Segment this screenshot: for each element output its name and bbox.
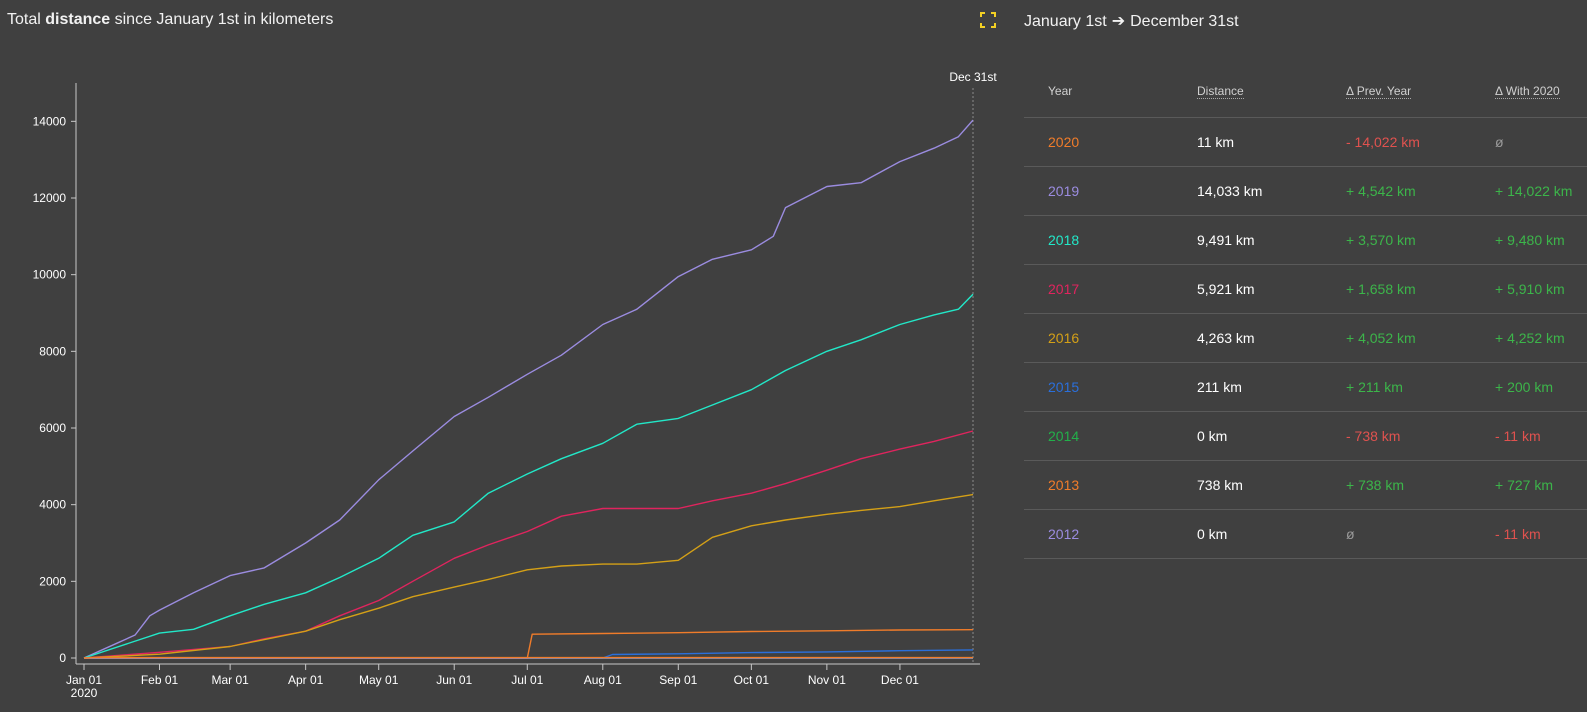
year-cell: 2019 <box>1024 166 1173 216</box>
year-cell: 2013 <box>1024 460 1173 510</box>
x-tick-label: Sep 01 <box>659 673 697 687</box>
y-tick-label: 2000 <box>39 574 66 588</box>
distance-cell: 211 km <box>1173 362 1322 412</box>
delta-with-cell: + 727 km <box>1471 460 1587 510</box>
chart-title-post: since January 1st in kilometers <box>110 11 334 28</box>
distance-line-chart: 0 2000 4000 6000 8000 10000 12000 14000 Jan 01 Fe… <box>33 70 998 700</box>
y-tick-label: 14000 <box>33 114 67 128</box>
distance-cell: 14,033 km <box>1173 166 1322 216</box>
delta-with-cell: + 200 km <box>1471 362 1587 412</box>
y-tick-label: 8000 <box>39 344 66 358</box>
x-tick-label: May 01 <box>359 673 399 687</box>
distance-cell: 0 km <box>1173 509 1322 559</box>
col-header-prev-year[interactable]: Δ Prev. Year <box>1322 65 1471 118</box>
series-line-2018 <box>83 293 974 659</box>
table-row: 2019 14,033 km + 4,542 km + 14,022 km <box>1024 166 1587 216</box>
range-arrow-icon: ➔ <box>1111 13 1126 30</box>
series-line-2019 <box>83 119 974 659</box>
table-row: 2012 0 km ø - 11 km <box>1024 509 1587 559</box>
delta-with-cell: + 9,480 km <box>1471 215 1587 265</box>
series-line-2017 <box>83 430 974 659</box>
delta-with-cell: + 14,022 km <box>1471 166 1587 216</box>
col-header-year[interactable]: Year <box>1024 65 1173 118</box>
y-tick-label: 4000 <box>39 498 66 512</box>
delta-prev-cell: + 3,570 km <box>1322 215 1471 265</box>
x-tick-year-label: 2020 <box>71 686 98 700</box>
chart-title-pre: Total <box>7 11 46 28</box>
year-stats-table: Year Distance Δ Prev. Year Δ With 2020 2… <box>1024 65 1587 559</box>
dec31-marker-label: Dec 31st <box>949 70 997 84</box>
x-tick-label: Apr 01 <box>288 673 324 687</box>
year-cell: 2018 <box>1024 215 1173 265</box>
distance-cell: 4,263 km <box>1173 313 1322 363</box>
range-start: January 1st <box>1024 13 1107 30</box>
x-tick-label: Jun 01 <box>436 673 472 687</box>
table-header-row: Year Distance Δ Prev. Year Δ With 2020 <box>1024 65 1587 118</box>
year-cell: 2015 <box>1024 362 1173 412</box>
y-tick-label: 0 <box>59 651 66 665</box>
distance-cell: 11 km <box>1173 117 1322 167</box>
x-tick-label: Feb 01 <box>141 673 179 687</box>
y-tick-label: 12000 <box>33 191 67 205</box>
delta-prev-cell: ø <box>1322 509 1471 559</box>
chart-title: Total distance since January 1st in kilo… <box>7 11 333 29</box>
series-line-2016 <box>83 493 974 659</box>
series-line-2013 <box>84 629 974 659</box>
delta-prev-cell: + 211 km <box>1322 362 1471 412</box>
x-tick-label: Jul 01 <box>511 673 543 687</box>
year-cell: 2020 <box>1024 117 1173 167</box>
fullscreen-expand-icon[interactable] <box>980 12 996 28</box>
distance-cell: 0 km <box>1173 411 1322 461</box>
x-tick-label: Nov 01 <box>808 673 846 687</box>
delta-with-cell: + 5,910 km <box>1471 264 1587 314</box>
range-end: December 31st <box>1130 13 1239 30</box>
y-tick-label: 10000 <box>33 268 67 282</box>
x-tick-label: Aug 01 <box>584 673 622 687</box>
table-row: 2017 5,921 km + 1,658 km + 5,910 km <box>1024 264 1587 314</box>
table-row: 2016 4,263 km + 4,052 km + 4,252 km <box>1024 313 1587 363</box>
delta-prev-cell: + 4,052 km <box>1322 313 1471 363</box>
delta-prev-cell: - 738 km <box>1322 411 1471 461</box>
delta-with-cell: - 11 km <box>1471 411 1587 461</box>
table-row: 2015 211 km + 211 km + 200 km <box>1024 362 1587 412</box>
distance-cell: 5,921 km <box>1173 264 1322 314</box>
delta-with-cell: - 11 km <box>1471 509 1587 559</box>
distance-cell: 738 km <box>1173 460 1322 510</box>
x-tick-label: Oct 01 <box>734 673 770 687</box>
col-header-distance[interactable]: Distance <box>1173 65 1322 118</box>
distance-cell: 9,491 km <box>1173 215 1322 265</box>
delta-with-cell: ø <box>1471 117 1587 167</box>
chart-title-bold: distance <box>45 11 111 28</box>
delta-with-cell: + 4,252 km <box>1471 313 1587 363</box>
col-header-with-2020[interactable]: Δ With 2020 <box>1471 65 1587 118</box>
x-tick-label: Jan 01 <box>66 673 102 687</box>
year-cell: 2017 <box>1024 264 1173 314</box>
table-row: 2020 11 km - 14,022 km ø <box>1024 117 1587 167</box>
x-tick-label: Mar 01 <box>211 673 249 687</box>
year-cell: 2016 <box>1024 313 1173 363</box>
delta-prev-cell: - 14,022 km <box>1322 117 1471 167</box>
delta-prev-cell: + 1,658 km <box>1322 264 1471 314</box>
table-row: 2014 0 km - 738 km - 11 km <box>1024 411 1587 461</box>
table-row: 2018 9,491 km + 3,570 km + 9,480 km <box>1024 215 1587 265</box>
y-tick-label: 6000 <box>39 421 66 435</box>
delta-prev-cell: + 4,542 km <box>1322 166 1471 216</box>
year-cell: 2012 <box>1024 509 1173 559</box>
x-tick-label: Dec 01 <box>881 673 919 687</box>
year-cell: 2014 <box>1024 411 1173 461</box>
table-row: 2013 738 km + 738 km + 727 km <box>1024 460 1587 510</box>
delta-prev-cell: + 738 km <box>1322 460 1471 510</box>
date-range-title: January 1st ➔ December 31st <box>1024 11 1239 31</box>
